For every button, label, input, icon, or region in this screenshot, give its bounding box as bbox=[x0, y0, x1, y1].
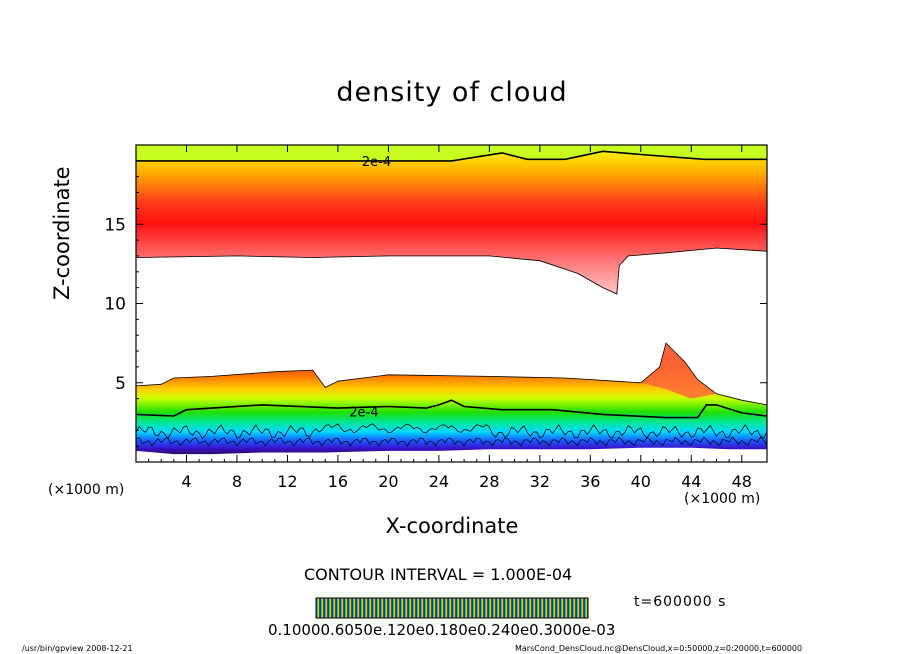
x-tick-label: 28 bbox=[479, 472, 499, 491]
contour-label: 2e-4 bbox=[349, 405, 378, 420]
y-axis-ticks: 5 10 15 bbox=[104, 160, 767, 447]
colorbar bbox=[315, 597, 589, 619]
x-tick-label: 8 bbox=[232, 472, 242, 491]
time-label: t=600000 s bbox=[634, 594, 727, 610]
y-tick-label: 10 bbox=[104, 295, 126, 315]
y-tick-label: 15 bbox=[104, 215, 126, 235]
contour-interval-label: CONTOUR INTERVAL = 1.000E-04 bbox=[304, 565, 573, 584]
contour-line-lower-2e-4 bbox=[136, 399, 767, 419]
x-axis-unit-left: (×1000 m) bbox=[48, 482, 125, 498]
x-axis-unit-right: (×1000 m) bbox=[684, 491, 761, 507]
x-tick-label: 48 bbox=[732, 472, 752, 491]
lower-cloud-layer bbox=[136, 343, 767, 455]
upper-cloud-top-band bbox=[136, 145, 767, 161]
lower-cloud-plume bbox=[640, 343, 717, 399]
x-tick-label: 32 bbox=[530, 472, 550, 491]
contour-line-upper-outline bbox=[136, 247, 767, 295]
contour-label: 2e-4 bbox=[362, 155, 391, 170]
x-tick-label: 20 bbox=[378, 472, 398, 491]
x-tick-label: 24 bbox=[429, 472, 449, 491]
x-tick-label: 44 bbox=[681, 472, 701, 491]
contour-line-lower-outline bbox=[136, 342, 767, 406]
x-tick-label: 40 bbox=[631, 472, 651, 491]
contour-line-lower-noise bbox=[136, 423, 767, 447]
footer-program-date: /usr/bin/gpview 2008-12-21 bbox=[22, 644, 133, 653]
x-tick-label: 4 bbox=[181, 472, 191, 491]
chart-title: density of cloud bbox=[336, 77, 568, 108]
x-tick-label: 12 bbox=[277, 472, 297, 491]
x-tick-label: 16 bbox=[328, 472, 348, 491]
x-axis-label: X-coordinate bbox=[385, 514, 519, 538]
footer-source: MarsCond_DensCloud.nc@DensCloud,x=0:5000… bbox=[515, 644, 803, 653]
y-tick-label: 5 bbox=[115, 374, 126, 394]
x-axis-ticks: 4 8 12 16 20 24 28 32 36 40 44 48 bbox=[148, 145, 752, 491]
contour-labels: 2e-4 2e-4 bbox=[349, 155, 391, 420]
y-axis-label: Z-coordinate bbox=[50, 166, 74, 300]
colorbar-tick-labels: 0.10000.6050e.120e0.180e0.240e0.3000e-03 bbox=[268, 621, 616, 639]
x-tick-label: 36 bbox=[580, 472, 600, 491]
contour-line-upper-2e-4 bbox=[136, 150, 767, 162]
